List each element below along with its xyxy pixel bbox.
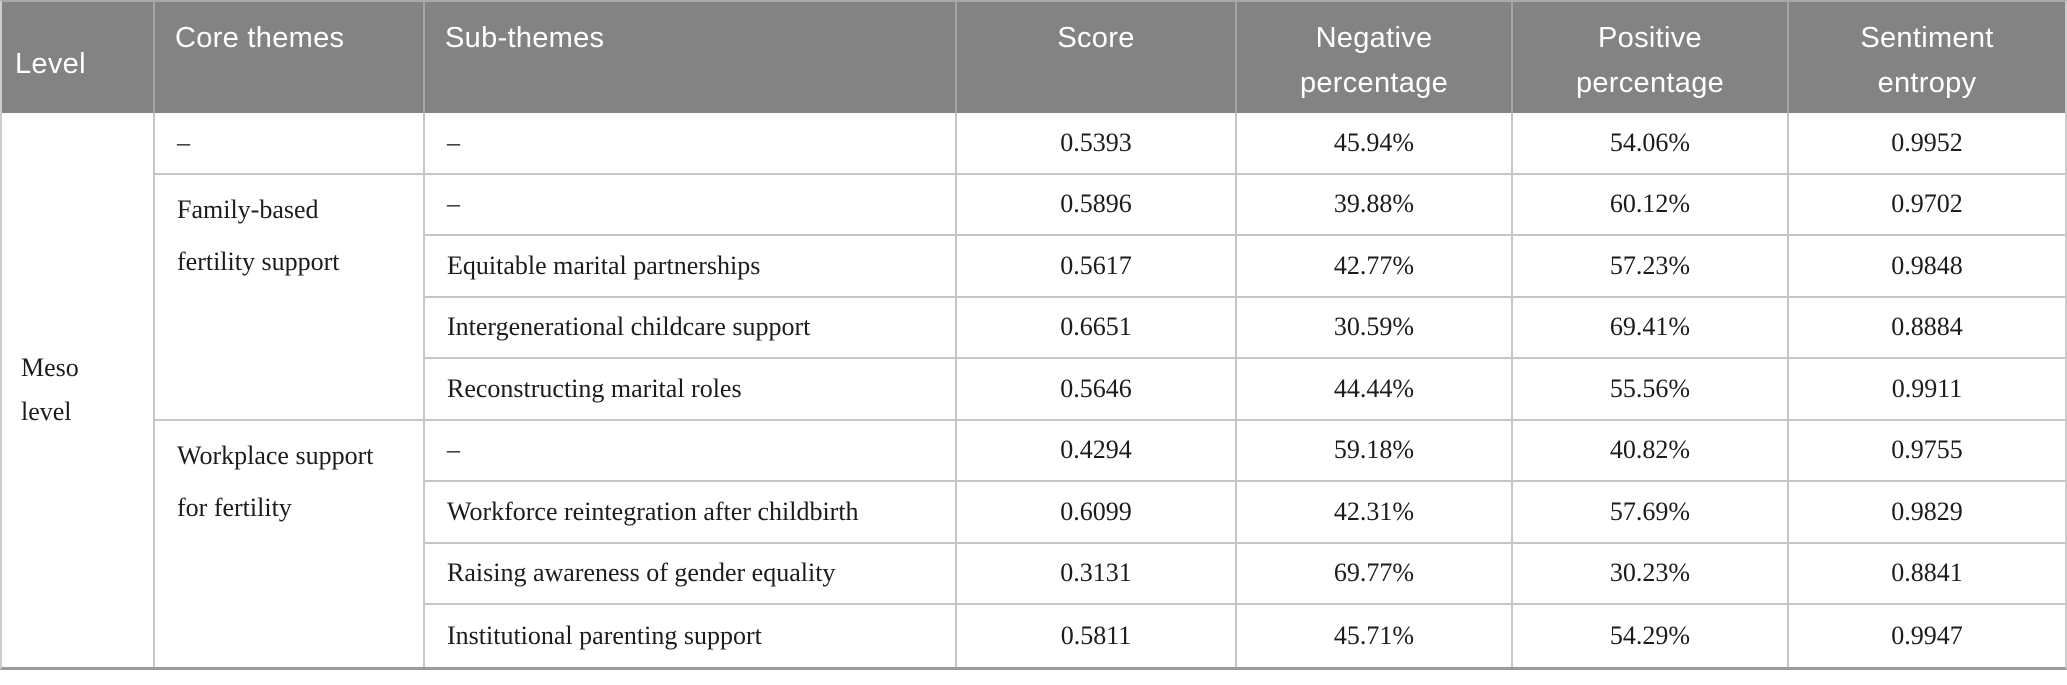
positive-percentage-cell: 54.29%	[1513, 605, 1789, 667]
core-theme-cell: –	[155, 113, 425, 175]
positive-percentage-cell: 54.06%	[1513, 113, 1789, 175]
score-cell: 0.6099	[957, 482, 1237, 544]
column-header-score: Score	[957, 2, 1237, 113]
positive-percentage-cell: 40.82%	[1513, 420, 1789, 482]
sub-theme-cell: –	[425, 420, 957, 482]
column-header-sub-themes: Sub-themes	[425, 2, 957, 113]
sub-theme-cell: Raising awareness of gender equality	[425, 543, 957, 605]
column-header-negative-percentage: Negative percentage	[1237, 2, 1513, 113]
positive-percentage-cell: 30.23%	[1513, 543, 1789, 605]
sub-theme-cell: –	[425, 113, 957, 175]
positive-percentage-cell: 55.56%	[1513, 359, 1789, 421]
score-cell: 0.4294	[957, 420, 1237, 482]
negative-percentage-cell: 45.71%	[1237, 605, 1513, 667]
positive-percentage-cell: 57.69%	[1513, 482, 1789, 544]
column-header-core-themes: Core themes	[155, 2, 425, 113]
positive-percentage-cell: 57.23%	[1513, 236, 1789, 298]
sentiment-entropy-cell: 0.9952	[1789, 113, 2065, 175]
negative-percentage-cell: 39.88%	[1237, 174, 1513, 236]
negative-percentage-cell: 30.59%	[1237, 297, 1513, 359]
score-cell: 0.5393	[957, 113, 1237, 175]
score-cell: 0.6651	[957, 297, 1237, 359]
sub-theme-cell: Intergenerational childcare support	[425, 297, 957, 359]
negative-percentage-cell: 42.77%	[1237, 236, 1513, 298]
positive-percentage-cell: 60.12%	[1513, 174, 1789, 236]
sentiment-entropy-cell: 0.8884	[1789, 297, 2065, 359]
score-cell: 0.3131	[957, 543, 1237, 605]
sub-theme-cell: –	[425, 174, 957, 236]
score-cell: 0.5617	[957, 236, 1237, 298]
sub-theme-cell: Reconstructing marital roles	[425, 359, 957, 421]
sentiment-table: Level Core themes Sub-themes Score Negat…	[0, 0, 2067, 670]
sentiment-entropy-cell: 0.9829	[1789, 482, 2065, 544]
core-theme-cell: Family-based fertility support	[155, 174, 425, 421]
column-header-positive-percentage: Positive percentage	[1513, 2, 1789, 113]
positive-percentage-cell: 69.41%	[1513, 297, 1789, 359]
negative-percentage-cell: 69.77%	[1237, 543, 1513, 605]
negative-percentage-cell: 44.44%	[1237, 359, 1513, 421]
sentiment-entropy-cell: 0.9947	[1789, 605, 2065, 667]
score-cell: 0.5896	[957, 174, 1237, 236]
sub-theme-cell: Equitable marital partnerships	[425, 236, 957, 298]
level-cell: Meso level	[2, 113, 155, 667]
score-cell: 0.5811	[957, 605, 1237, 667]
sentiment-entropy-cell: 0.9755	[1789, 420, 2065, 482]
sub-theme-cell: Workforce reintegration after childbirth	[425, 482, 957, 544]
sentiment-entropy-cell: 0.9848	[1789, 236, 2065, 298]
core-theme-cell: Workplace support for fertility	[155, 420, 425, 667]
column-header-level: Level	[2, 2, 155, 113]
column-header-sentiment-entropy: Sentiment entropy	[1789, 2, 2065, 113]
sub-theme-cell: Institutional parenting support	[425, 605, 957, 667]
negative-percentage-cell: 59.18%	[1237, 420, 1513, 482]
score-cell: 0.5646	[957, 359, 1237, 421]
sentiment-entropy-cell: 0.8841	[1789, 543, 2065, 605]
sentiment-entropy-cell: 0.9702	[1789, 174, 2065, 236]
negative-percentage-cell: 42.31%	[1237, 482, 1513, 544]
negative-percentage-cell: 45.94%	[1237, 113, 1513, 175]
sentiment-entropy-cell: 0.9911	[1789, 359, 2065, 421]
